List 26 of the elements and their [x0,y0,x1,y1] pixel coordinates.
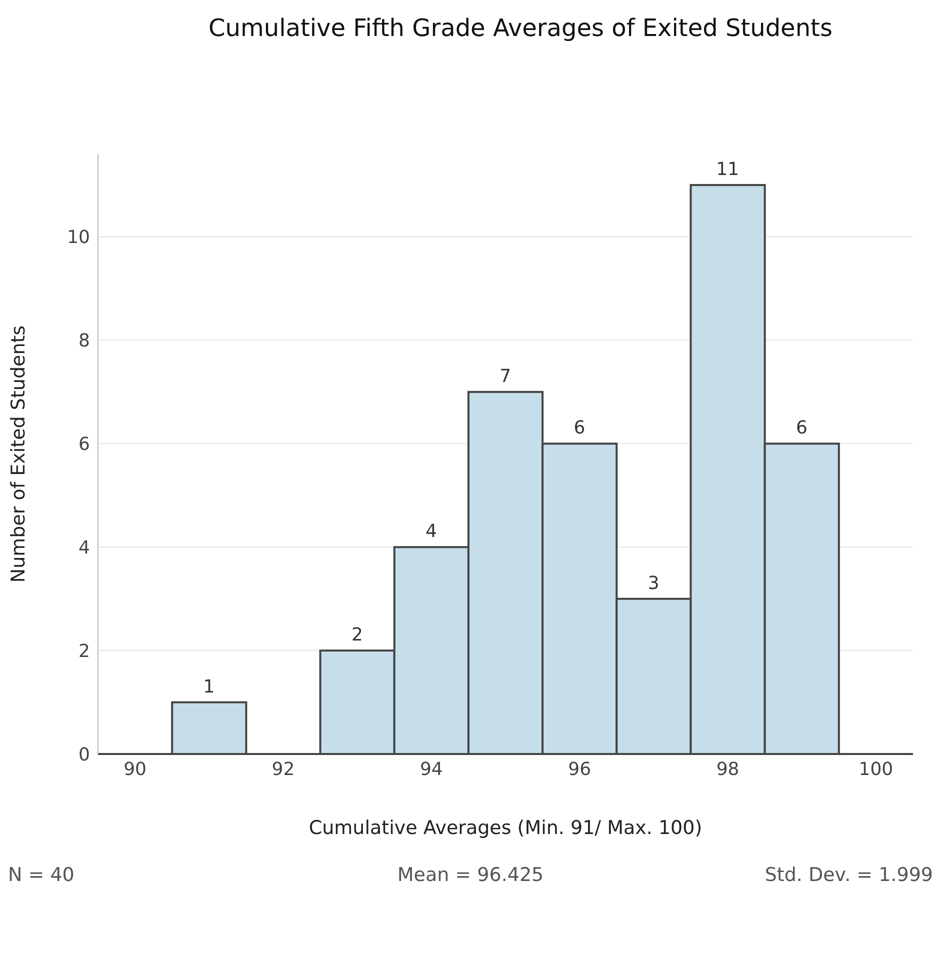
x-tick-label: 92 [272,758,295,780]
x-tick-label: 100 [858,758,894,780]
data-label: 7 [500,366,512,387]
x-tick-label: 94 [420,758,443,780]
data-label: 11 [716,159,740,180]
x-tick-label: 90 [124,758,146,780]
y-tick-label: 2 [78,640,90,662]
y-tick-label: 0 [78,744,90,766]
data-label: 2 [351,624,363,646]
data-label: 4 [426,521,437,542]
chart-title: Cumulative Fifth Grade Averages of Exited Students [208,13,834,44]
data-label: 6 [796,418,808,439]
text: Mean = 96.425 [397,864,544,886]
x-tick-label: 96 [568,758,592,780]
y-tick-label: 4 [78,537,90,558]
data-label: 6 [574,418,586,439]
y-tick-label: 6 [78,434,90,456]
data-label: 1 [203,676,215,698]
x-axis-title: Cumulative Averages (Min. 91/ Max. 100) [308,817,702,839]
y-axis-title: Number of Exited Students [8,325,30,583]
text: N = 40 [8,864,76,886]
data-label: 3 [648,572,660,594]
x-tick-label: 98 [716,758,740,780]
text: Std. Dev. = 1.999 [764,864,933,886]
y-tick-label: 8 [78,330,90,352]
y-tick-label: 10 [67,227,90,248]
